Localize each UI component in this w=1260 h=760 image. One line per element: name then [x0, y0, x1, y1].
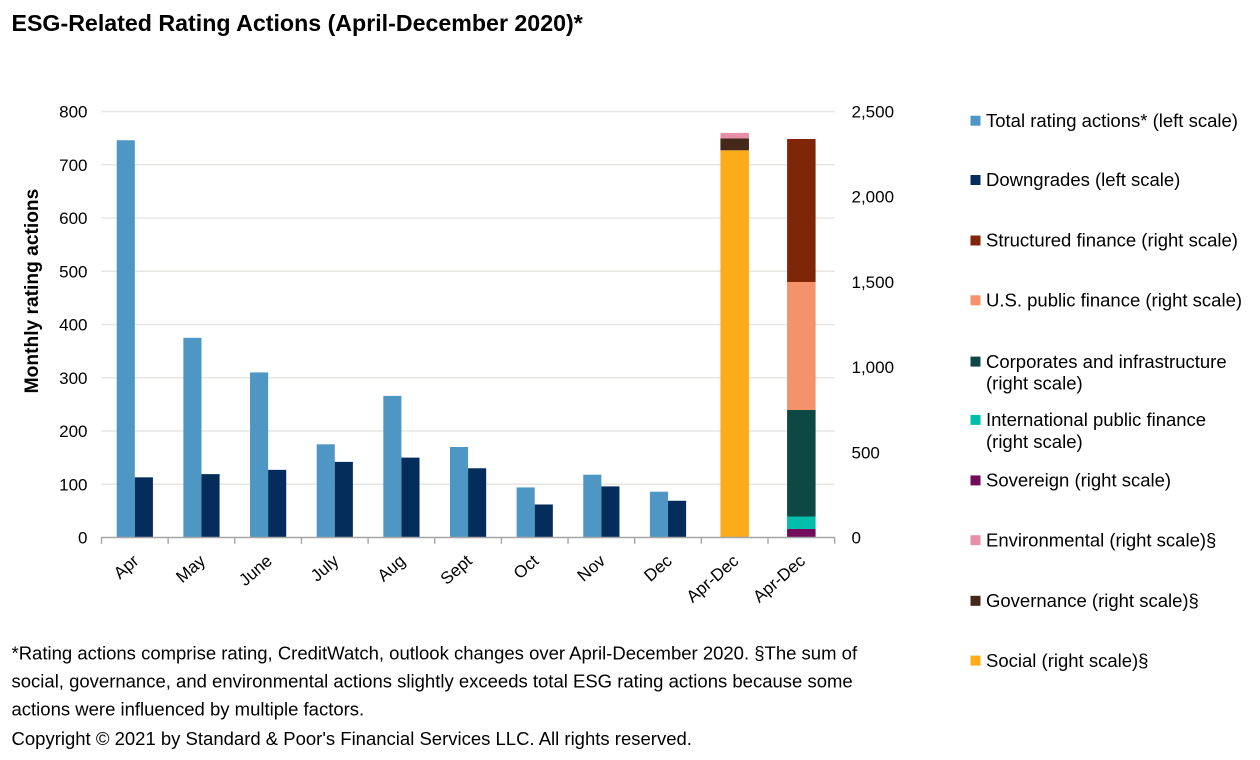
svg-text:500: 500 — [59, 262, 87, 281]
svg-text:Environmental (right scale)§: Environmental (right scale)§ — [986, 529, 1216, 550]
svg-text:ESG-Related Rating Actions (Ap: ESG-Related Rating Actions (April-Decemb… — [12, 10, 583, 36]
svg-text:actions were influenced by mul: actions were influenced by multiple fact… — [12, 699, 365, 720]
svg-text:Sovereign (right scale): Sovereign (right scale) — [986, 470, 1171, 491]
svg-text:Corporates and infrastructure: Corporates and infrastructure — [986, 351, 1227, 372]
svg-text:U.S. public finance (right sca: U.S. public finance (right scale) — [986, 290, 1242, 311]
svg-text:(right scale): (right scale) — [986, 373, 1083, 394]
svg-text:400: 400 — [59, 316, 87, 335]
svg-text:600: 600 — [59, 209, 87, 228]
svg-text:1,000: 1,000 — [852, 358, 895, 377]
svg-text:1,500: 1,500 — [852, 273, 895, 292]
svg-text:Downgrades (left scale): Downgrades (left scale) — [986, 169, 1180, 190]
svg-text:Structured finance (right scal: Structured finance (right scale) — [986, 230, 1238, 251]
svg-text:0: 0 — [852, 529, 861, 548]
svg-text:Copyright © 2021 by Standard &: Copyright © 2021 by Standard & Poor's Fi… — [12, 728, 692, 749]
svg-text:(right scale): (right scale) — [986, 431, 1083, 452]
svg-text:Monthly rating actions: Monthly rating actions — [22, 189, 43, 394]
svg-text:500: 500 — [852, 443, 880, 462]
svg-text:*Rating actions comprise ratin: *Rating actions comprise rating, CreditW… — [12, 643, 858, 664]
svg-text:2,000: 2,000 — [852, 188, 895, 207]
svg-text:100: 100 — [59, 475, 87, 494]
svg-text:Total rating actions* (left sc: Total rating actions* (left scale) — [986, 110, 1238, 131]
svg-text:300: 300 — [59, 369, 87, 388]
svg-text:0: 0 — [78, 529, 87, 548]
svg-text:social, governance, and enviro: social, governance, and environmental ac… — [12, 671, 853, 692]
svg-text:2,500: 2,500 — [852, 103, 895, 122]
svg-text:800: 800 — [59, 103, 87, 122]
svg-text:Governance (right scale)§: Governance (right scale)§ — [986, 590, 1199, 611]
svg-text:International public finance: International public finance — [986, 409, 1206, 430]
svg-text:200: 200 — [59, 422, 87, 441]
svg-text:700: 700 — [59, 156, 87, 175]
svg-text:Social (right scale)§: Social (right scale)§ — [986, 650, 1148, 671]
